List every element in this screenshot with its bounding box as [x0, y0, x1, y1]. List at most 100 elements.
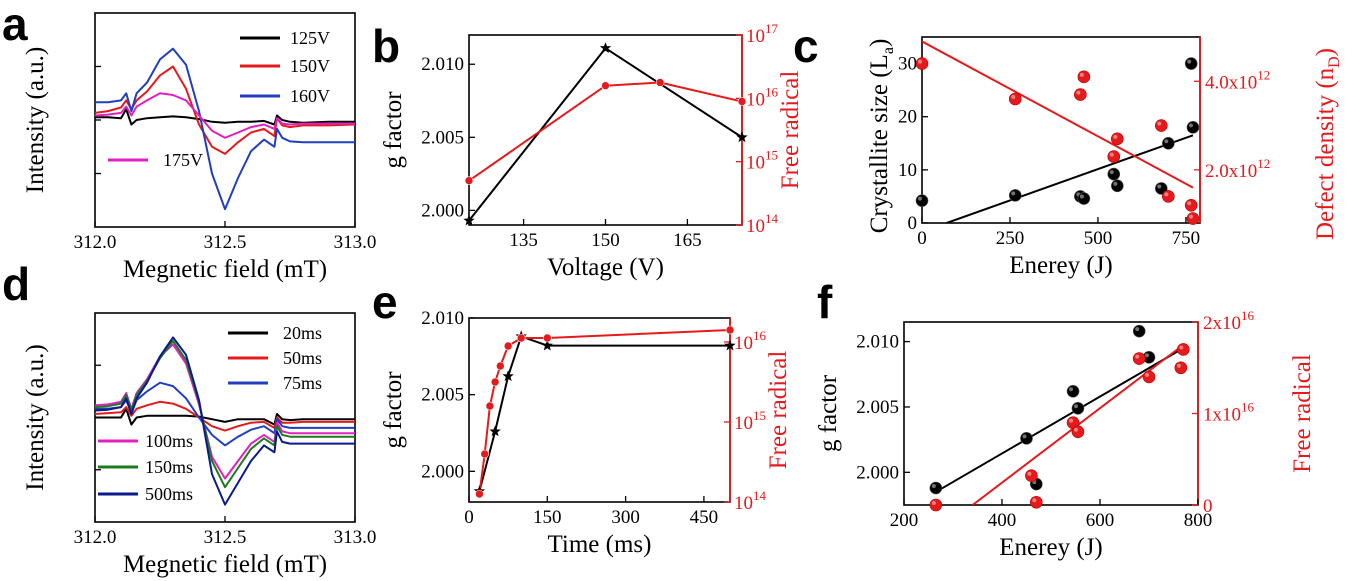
y-tick-label: 2.005 — [421, 127, 464, 148]
data-point-highlight — [1011, 95, 1016, 99]
y-tick-label: 2.005 — [421, 385, 464, 406]
x-tick-label: 600 — [1086, 510, 1115, 531]
plot-area — [469, 47, 742, 222]
x-tick-label: 312.0 — [74, 527, 117, 548]
series-line-500ms — [95, 336, 355, 506]
data-point — [1154, 119, 1168, 132]
y2-tick-label: 1015 — [746, 148, 778, 174]
data-point — [1162, 136, 1175, 150]
data-point-highlight — [1135, 327, 1140, 332]
data-point — [1077, 192, 1091, 205]
x-tick-label: 500 — [1084, 228, 1113, 249]
data-point-highlight — [1176, 363, 1181, 368]
data-point — [1111, 179, 1124, 193]
series-line-50ms — [95, 400, 355, 432]
data-point-circle — [464, 176, 474, 185]
data-point-highlight — [918, 59, 922, 64]
panel-a: a 312.0 312.5 313.0 Megnetic field (mT) Inten… — [2, 0, 376, 283]
x-axis-label: Enerey (J) — [999, 534, 1102, 561]
series-line-175v — [95, 92, 355, 139]
fit-line — [946, 134, 1194, 223]
series-line-20ms — [95, 407, 355, 426]
data-point — [1177, 343, 1190, 356]
y2-tick-label: 4.0x1012 — [1205, 67, 1270, 93]
x-tick-label: 312.0 — [74, 232, 117, 253]
data-point-circle — [503, 341, 513, 351]
y2-tick-label: 1014 — [734, 488, 767, 514]
y-axis-label: g factor — [815, 374, 842, 452]
data-point-highlight — [1069, 418, 1074, 423]
data-point-highlight — [1079, 72, 1084, 77]
data-point-highlight — [1145, 372, 1149, 377]
data-point-highlight — [1022, 434, 1027, 439]
data-point — [929, 481, 943, 495]
legend-label: 160V — [290, 86, 330, 106]
x-tick-label: 400 — [988, 510, 1017, 531]
y-tick-label: 2.010 — [856, 332, 899, 353]
data-point — [1066, 384, 1080, 398]
data-point-circle — [601, 81, 610, 90]
x-tick-label: 200 — [890, 510, 919, 531]
data-point — [1111, 132, 1124, 146]
data-point-highlight — [1113, 181, 1118, 186]
data-point — [915, 194, 929, 207]
panel-letter: e — [372, 276, 398, 328]
data-point — [1107, 167, 1121, 181]
x-tick-label: 135 — [509, 230, 538, 251]
data-point-highlight — [1027, 471, 1032, 476]
panel-letter: a — [2, 0, 28, 50]
x-axis-label: Time (ms) — [548, 531, 652, 558]
data-point — [1107, 150, 1121, 163]
data-point-highlight — [1164, 192, 1169, 197]
plot-frame — [94, 312, 356, 523]
panel-letter: f — [817, 276, 833, 328]
data-point-highlight — [1145, 353, 1149, 358]
y2-axis-label: Free radical — [777, 71, 804, 190]
plot-frame — [903, 321, 1199, 506]
data-point — [1071, 425, 1085, 439]
y2-tick-label: 1016 — [746, 84, 779, 110]
data-point — [1025, 469, 1038, 483]
data-point-circle — [516, 333, 526, 343]
data-point-highlight — [1157, 184, 1162, 189]
data-point-highlight — [1187, 201, 1192, 206]
plot-area — [935, 344, 1184, 505]
x-tick-label: 450 — [690, 507, 719, 528]
data-point-highlight — [1135, 354, 1140, 359]
data-point-circle — [725, 325, 735, 335]
series-line-g-factor — [469, 47, 742, 222]
legend-label: 150V — [290, 56, 330, 76]
data-point-circle — [737, 97, 747, 106]
data-point — [1184, 198, 1198, 212]
panel-c: c 0 250 500 750 Enerey (J) 0 10 20 30Crystallite … — [793, 20, 1343, 279]
x-tick-label: 312.5 — [204, 232, 247, 253]
legend-label: 125V — [290, 28, 330, 48]
y-tick-label: 10 — [898, 160, 917, 181]
data-point-highlight — [1079, 194, 1084, 199]
data-point — [1077, 70, 1091, 84]
data-point — [1071, 401, 1085, 415]
data-point-highlight — [1076, 90, 1081, 95]
data-point-highlight — [1188, 214, 1193, 219]
data-point-star — [599, 42, 612, 53]
data-point-circle — [485, 401, 495, 411]
x-tick-label: 300 — [611, 507, 640, 528]
legend-label: 175V — [163, 150, 203, 170]
data-point — [1008, 189, 1022, 202]
y-tick-label: 2.000 — [421, 461, 464, 482]
x-axis-label: Enerey (J) — [1009, 252, 1112, 279]
data-point — [1132, 352, 1146, 365]
data-point-highlight — [1113, 134, 1118, 139]
data-point — [1008, 92, 1022, 106]
plot-frame — [468, 34, 743, 226]
data-point-highlight — [1109, 170, 1114, 175]
x-tick-label: 312.5 — [204, 527, 247, 548]
x-axis-label: Megnetic field (mT) — [123, 256, 327, 283]
y2-tick-label: 1014 — [746, 211, 779, 237]
y-tick-label: 30 — [898, 54, 917, 75]
plot-area — [95, 336, 355, 506]
data-point-highlight — [1069, 387, 1074, 392]
data-point — [1142, 370, 1156, 384]
legend-label: 100ms — [145, 431, 193, 451]
